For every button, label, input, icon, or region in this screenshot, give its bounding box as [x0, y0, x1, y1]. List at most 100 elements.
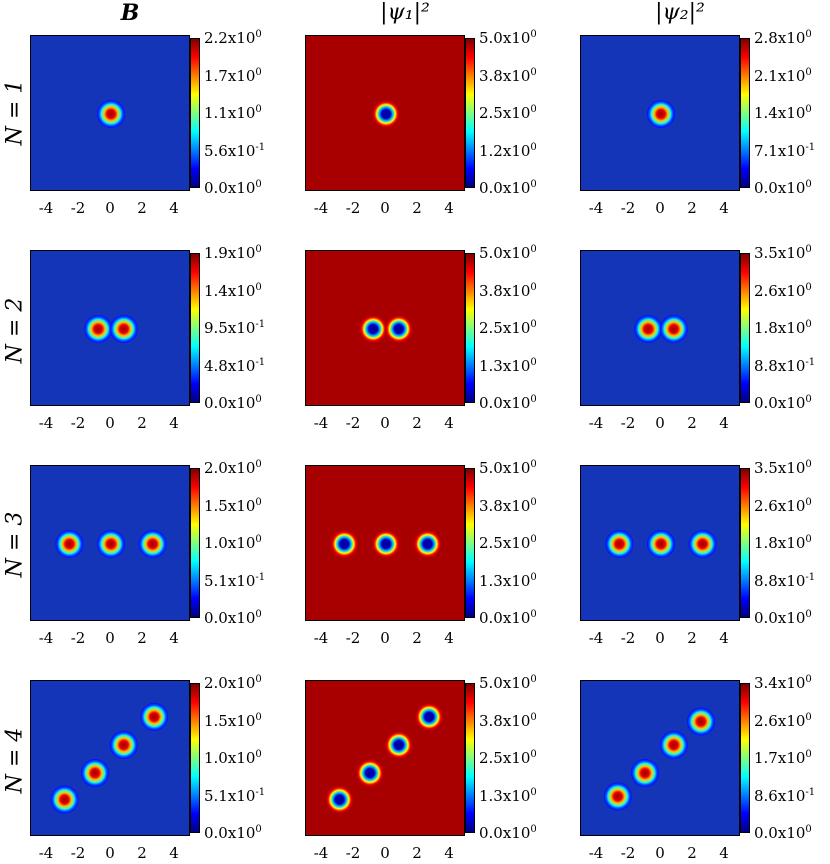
- colorbar-tick-label: 9.5x10-1: [204, 319, 266, 337]
- x-tick-label: 0: [380, 414, 390, 432]
- colorbar-tick-label: 8.8x10-1: [754, 571, 816, 590]
- heatmap-background: [581, 681, 739, 835]
- heatmap-svg: [306, 681, 464, 835]
- colorbar-tick-label: 2.2x100: [204, 29, 262, 47]
- heatmap-peak: [356, 759, 384, 788]
- x-tick-label: -4: [38, 199, 54, 217]
- heatmap-svg: [581, 36, 739, 190]
- x-tick-label: -2: [620, 629, 636, 647]
- colorbar-tick-label: 2.8x100: [754, 29, 812, 47]
- x-tick-label: 0: [655, 629, 665, 647]
- heatmap-peak: [325, 785, 354, 814]
- x-tick-label: 2: [137, 199, 147, 217]
- heatmap-peak: [372, 100, 400, 128]
- heatmap-peak: [413, 530, 442, 558]
- x-tick-label: 2: [412, 629, 422, 647]
- colorbar-tick-label: 3.8x100: [479, 711, 537, 730]
- colorbar-tick-label: 8.8x10-1: [754, 356, 816, 375]
- colorbar-tick-label: 5.0x100: [479, 29, 537, 47]
- colorbar-tick-label: 2.6x100: [754, 496, 812, 515]
- x-tick-label: -4: [313, 199, 329, 217]
- heatmap-peak: [605, 530, 634, 558]
- colorbar-tick-label: 4.8x10-1: [204, 356, 266, 375]
- colorbar: [465, 38, 475, 188]
- heatmap-peak: [603, 782, 632, 811]
- heatmap-panel: [30, 465, 190, 621]
- colorbar-tick-label: 3.8x100: [479, 281, 537, 300]
- x-tick-label: -4: [38, 629, 54, 647]
- colorbar-tick-label: 1.4x100: [754, 104, 812, 122]
- heatmap-peak: [109, 315, 138, 343]
- colorbar-tick-label: 0.0x100: [479, 824, 537, 842]
- heatmap-svg: [31, 251, 189, 405]
- heatmap-peak: [372, 530, 400, 558]
- heatmap-peak: [647, 530, 675, 558]
- colorbar-tick-label: 3.4x100: [754, 674, 812, 692]
- colorbar: [465, 683, 475, 833]
- x-tick-label: -2: [345, 629, 361, 647]
- colorbar-tick-label: 0.0x100: [754, 824, 812, 842]
- colorbar-tick-label: 5.1x10-1: [204, 571, 266, 590]
- x-tick-label: -2: [620, 414, 636, 432]
- colorbar: [190, 683, 200, 833]
- x-tick-label: -2: [345, 414, 361, 432]
- heatmap-peak: [384, 730, 413, 759]
- x-tick-label: 4: [719, 199, 729, 217]
- heatmap-peak: [50, 785, 79, 814]
- heatmap-background: [31, 681, 189, 835]
- x-tick-label: 0: [380, 844, 390, 862]
- x-tick-label: 2: [412, 199, 422, 217]
- heatmap-peak: [138, 530, 167, 558]
- colorbar-tick-label: 1.3x100: [479, 571, 537, 590]
- x-tick-label: 4: [444, 629, 454, 647]
- colorbar-tick-label: 8.6x10-1: [754, 786, 816, 805]
- colorbar-tick-label: 5.0x100: [479, 674, 537, 692]
- colorbar-tick-label: 1.0x100: [204, 749, 262, 767]
- heatmap-peak: [359, 315, 388, 343]
- heatmap-panel: [580, 250, 740, 406]
- colorbar-tick-label: 0.0x100: [479, 394, 537, 412]
- heatmap-peak: [647, 100, 675, 128]
- colorbar: [740, 38, 750, 188]
- colorbar-tick-label: 1.5x100: [204, 496, 262, 515]
- heatmap-svg: [306, 36, 464, 190]
- colorbar-tick-label: 0.0x100: [754, 394, 812, 412]
- colorbar: [740, 253, 750, 403]
- x-tick-label: -4: [38, 414, 54, 432]
- colorbar-tick-label: 2.5x100: [479, 749, 537, 767]
- colorbar: [190, 38, 200, 188]
- colorbar-tick-label: 0.0x100: [204, 179, 262, 197]
- colorbar-tick-label: 2.0x100: [204, 459, 262, 477]
- colorbar-tick-label: 0.0x100: [204, 394, 262, 412]
- colorbar-tick-label: 2.6x100: [754, 281, 812, 300]
- colorbar: [740, 683, 750, 833]
- x-tick-label: 4: [169, 199, 179, 217]
- x-tick-label: -4: [313, 414, 329, 432]
- colorbar-tick-label: 2.0x100: [204, 674, 262, 692]
- heatmap-peak: [631, 759, 659, 788]
- x-tick-label: 2: [137, 414, 147, 432]
- colorbar-tick-label: 1.2x100: [479, 141, 537, 160]
- x-tick-label: 2: [412, 844, 422, 862]
- x-tick-label: 0: [380, 629, 390, 647]
- colorbar-tick-label: 3.5x100: [754, 244, 812, 262]
- heatmap-peak: [109, 730, 138, 759]
- x-tick-label: 4: [719, 844, 729, 862]
- x-tick-label: 4: [719, 629, 729, 647]
- colorbar-tick-label: 1.8x100: [754, 319, 812, 337]
- x-tick-label: -2: [345, 199, 361, 217]
- heatmap-peak: [384, 315, 413, 343]
- x-tick-label: -4: [588, 844, 604, 862]
- column-title-b: B: [120, 0, 140, 26]
- colorbar-tick-label: 3.8x100: [479, 66, 537, 85]
- colorbar-tick-label: 5.6x10-1: [204, 141, 266, 160]
- column-title-psi1: |ψ₁|²: [380, 0, 430, 25]
- heatmap-svg: [306, 251, 464, 405]
- colorbar-tick-label: 1.4x100: [204, 281, 262, 300]
- colorbar-tick-label: 1.3x100: [479, 356, 537, 375]
- x-tick-label: 0: [380, 199, 390, 217]
- x-tick-label: -4: [588, 414, 604, 432]
- colorbar-tick-label: 0.0x100: [479, 609, 537, 627]
- row-label-n4: N = 4: [2, 727, 28, 794]
- x-tick-label: 4: [444, 414, 454, 432]
